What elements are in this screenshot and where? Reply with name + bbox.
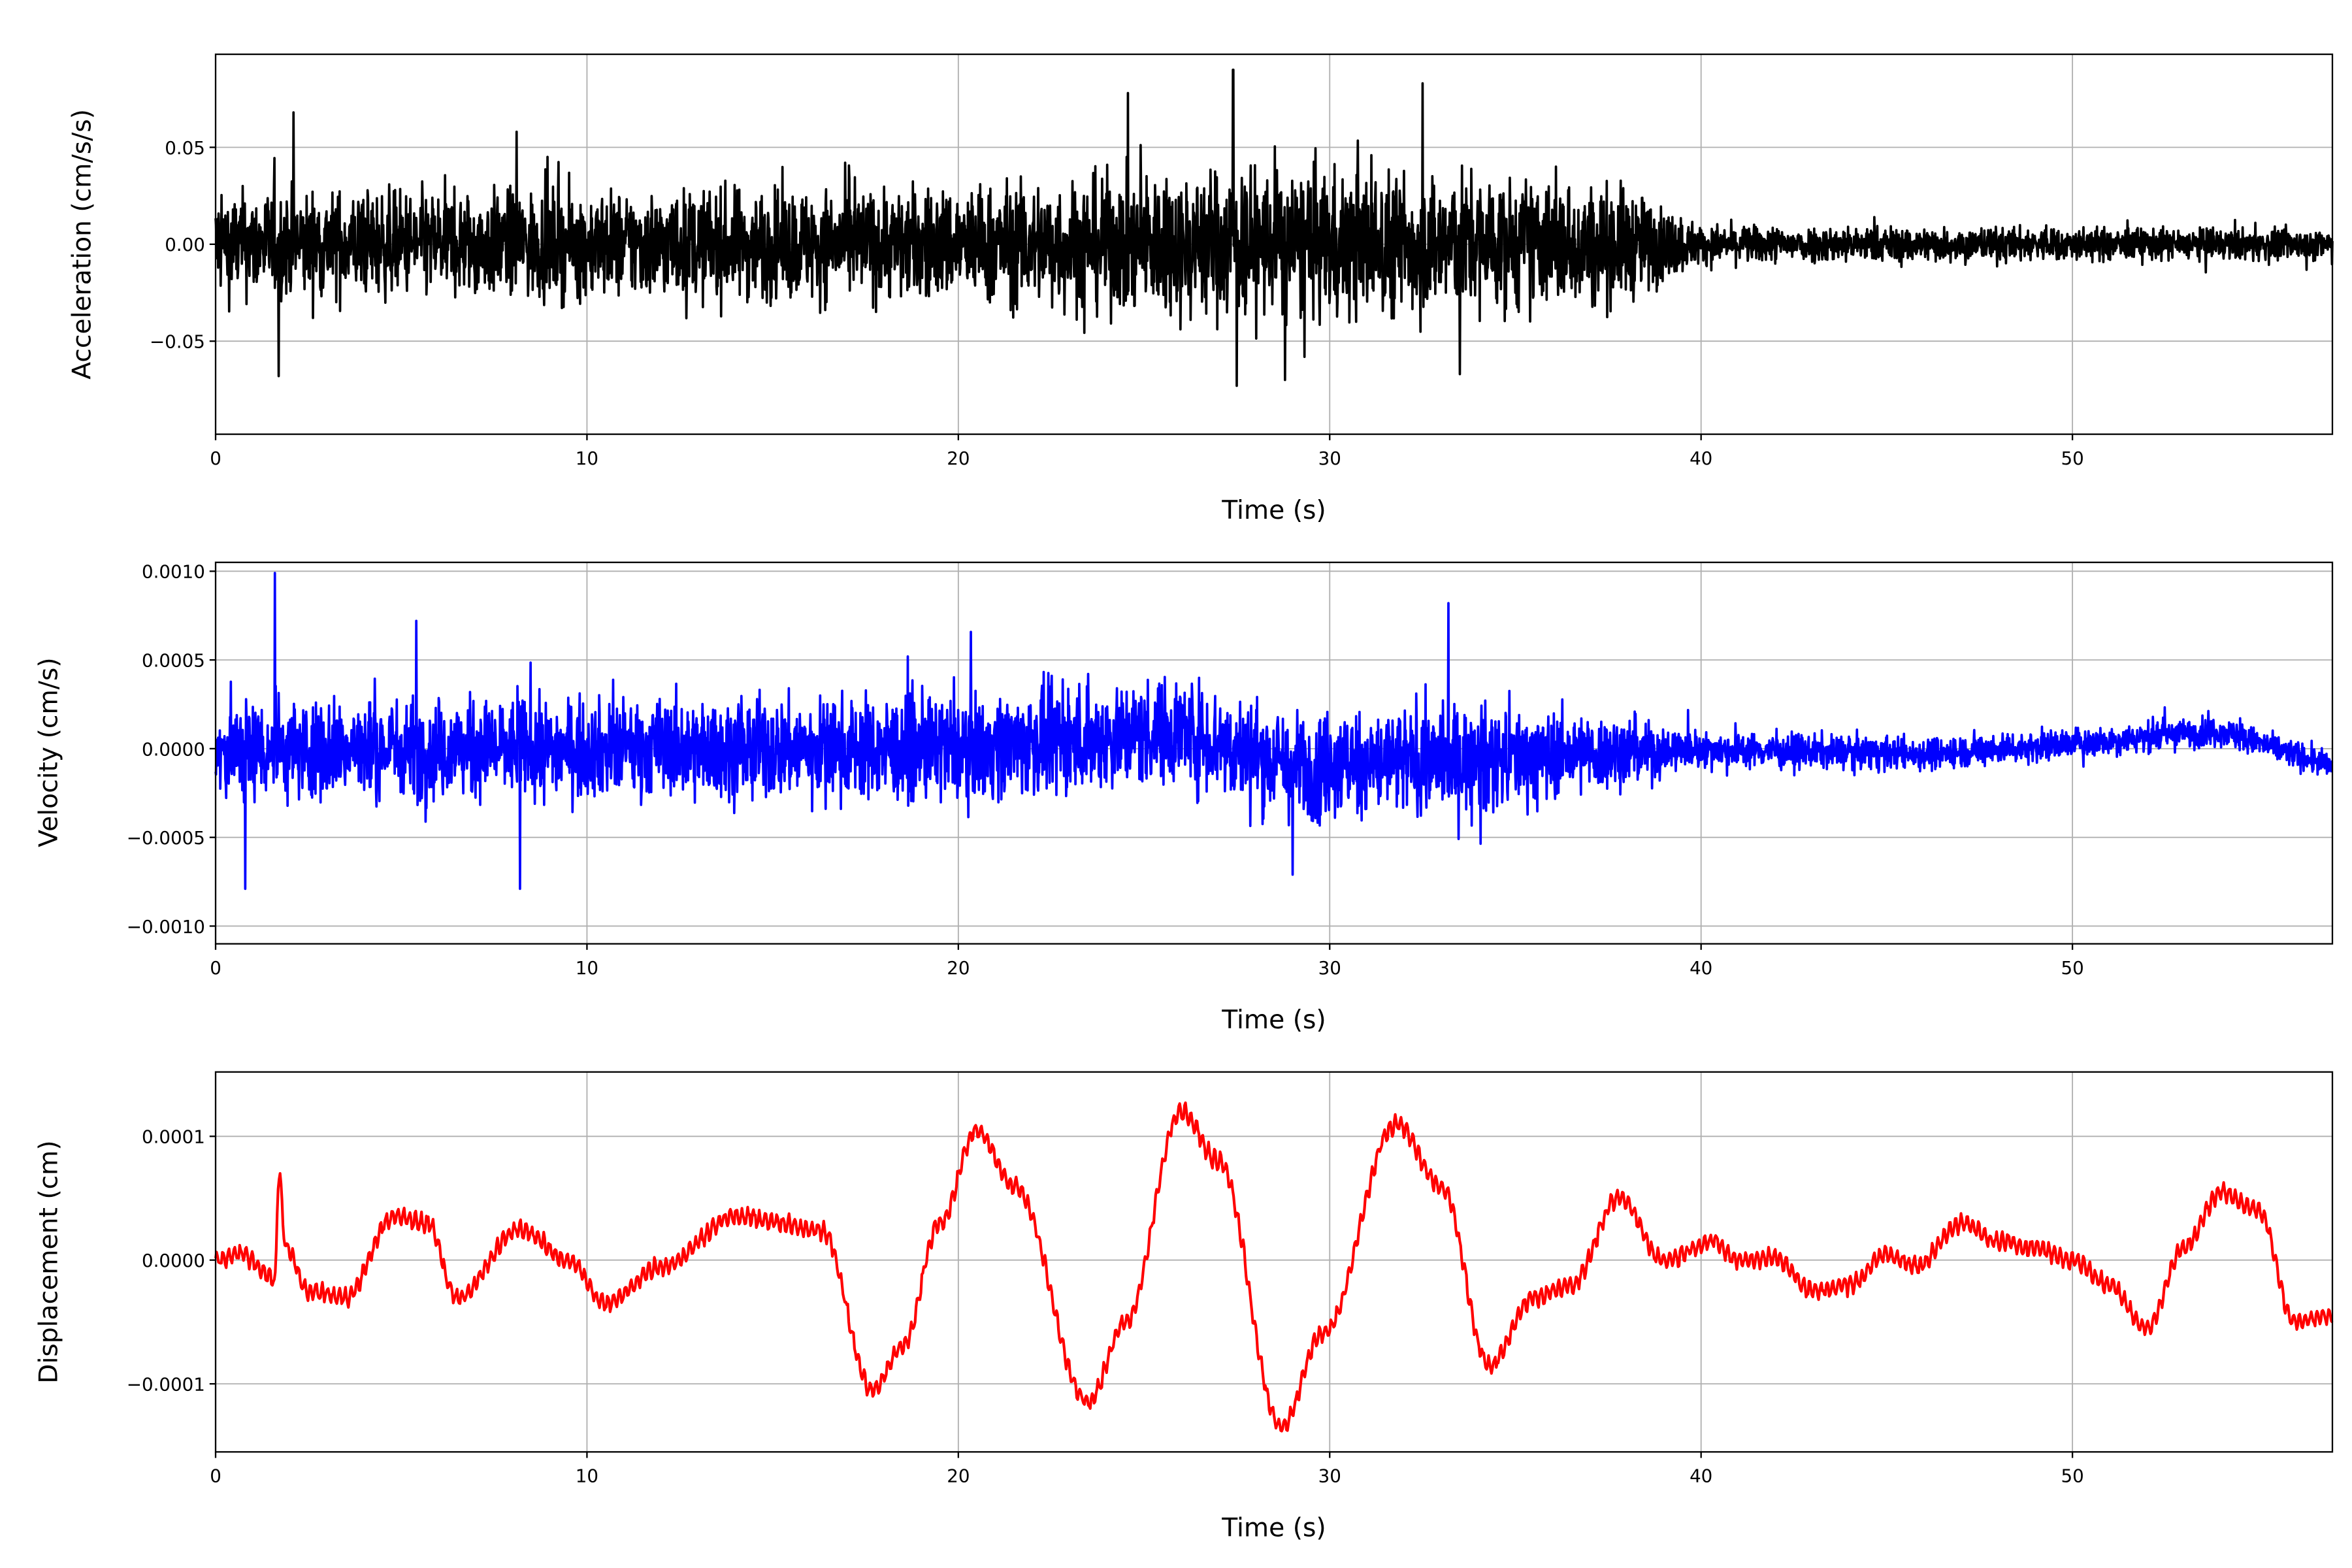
- acceleration-xtick-label: 40: [1690, 448, 1712, 469]
- velocity-ytick-label: 0.0000: [142, 738, 205, 760]
- displacement-xtick-label: 30: [1318, 1465, 1341, 1486]
- acceleration-ytick-label: 0.05: [165, 137, 205, 159]
- acceleration-xtick-label: 50: [2061, 448, 2083, 469]
- displacement-xtick-label: 0: [210, 1465, 221, 1486]
- displacement-ylabel: Displacement (cm): [35, 1140, 64, 1383]
- velocity-xtick-label: 20: [947, 957, 970, 979]
- velocity-ylabel: Velocity (cm/s): [35, 657, 64, 847]
- velocity-ytick-label: 0.0010: [142, 561, 205, 583]
- displacement-ytick-label: 0.0000: [142, 1250, 205, 1271]
- acceleration-ytick-label: −0.05: [150, 331, 205, 353]
- acceleration-xtick-label: 30: [1318, 448, 1341, 469]
- displacement-subplot: Time (s) Displacement (cm) 0 10 20 30 40 50 −0…: [35, 1071, 2334, 1543]
- velocity-ytick-label: −0.0005: [127, 827, 205, 849]
- displacement-axes-frame: [214, 1071, 2334, 1453]
- displacement-ytick-label: −0.0001: [127, 1374, 205, 1396]
- velocity-xtick-label: 40: [1690, 957, 1712, 979]
- velocity-xtick-label: 10: [576, 957, 598, 979]
- acceleration-ytick-label: 0.00: [165, 234, 205, 255]
- displacement-xtick-label: 10: [576, 1465, 598, 1486]
- displacement-xtick-label: 20: [947, 1465, 970, 1486]
- acceleration-xtick-label: 10: [576, 448, 598, 469]
- velocity-ytick-label: 0.0005: [142, 650, 205, 672]
- acceleration-xtick-label: 0: [210, 448, 221, 469]
- velocity-xtick-label: 30: [1318, 957, 1341, 979]
- displacement-xtick-label: 50: [2061, 1465, 2083, 1486]
- velocity-xtick-label: 50: [2061, 957, 2083, 979]
- acceleration-xtick-label: 20: [947, 448, 970, 469]
- velocity-ytick-label: −0.0010: [127, 916, 205, 938]
- displacement-xtick-label: 40: [1690, 1465, 1712, 1486]
- velocity-xlabel: Time (s): [1221, 1005, 1326, 1035]
- acceleration-series-line: [214, 68, 2334, 387]
- acceleration-ylabel: Acceleration (cm/s/s): [67, 109, 97, 380]
- displacement-ytick-label: 0.0001: [142, 1126, 205, 1148]
- velocity-xtick-label: 0: [210, 957, 221, 979]
- displacement-series-line: [214, 1101, 2334, 1433]
- velocity-subplot: Time (s) Velocity (cm/s) 0 10 20 30 40 50 −0.0…: [35, 561, 2334, 1035]
- velocity-axes-frame: [214, 561, 2334, 945]
- acceleration-xlabel: Time (s): [1221, 496, 1326, 525]
- acceleration-subplot: Time (s) Acceleration (cm/s/s) 0 10 20 30 40…: [67, 53, 2334, 525]
- velocity-series-line: [214, 572, 2334, 890]
- displacement-xlabel: Time (s): [1221, 1514, 1326, 1543]
